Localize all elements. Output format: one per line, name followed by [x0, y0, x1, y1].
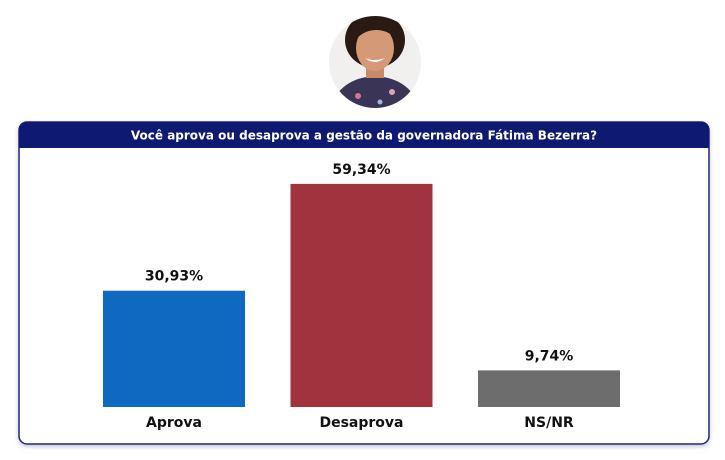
portrait — [329, 16, 421, 108]
bar — [290, 183, 433, 407]
title-bar — [19, 122, 709, 148]
bar — [103, 290, 245, 407]
x-tick-label: Aprova — [146, 415, 202, 431]
value-label: 9,74% — [525, 348, 574, 364]
value-label: 59,34% — [332, 162, 390, 178]
chart-title: Você aprova ou desaprova a gestão da gov… — [131, 129, 597, 143]
value-label: 30,93% — [145, 269, 203, 285]
x-tick-label: NS/NR — [524, 415, 574, 431]
x-tick-label: Desaprova — [319, 415, 403, 431]
bar — [478, 370, 620, 407]
